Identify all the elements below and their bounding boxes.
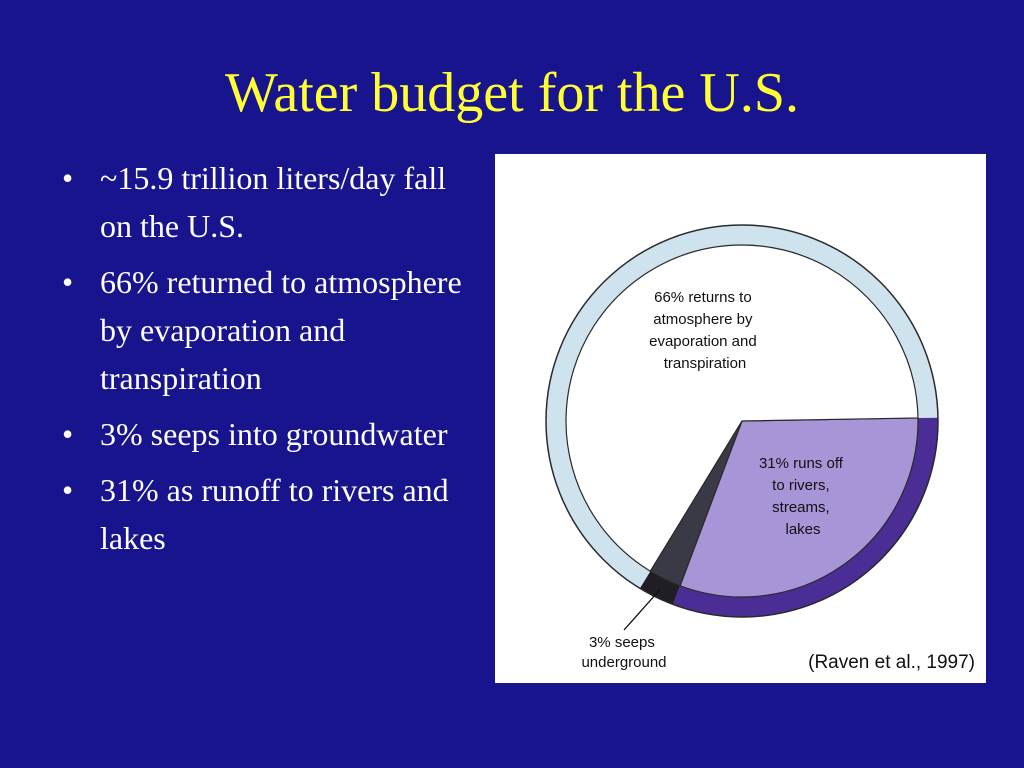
bullet-text: 3% seeps into groundwater [100,416,448,452]
pie-chart-panel: 66% returns to atmosphere by evaporation… [495,154,986,683]
bullet-list: • ~15.9 trillion liters/day fall on the U… [62,154,482,570]
bullet-text: 31% as runoff to rivers and lakes [100,472,449,556]
bullet-icon: • [62,264,74,300]
slice-seeps-rim [639,571,681,605]
pie-rims [545,224,939,618]
pie-outline [545,224,939,618]
bullet-text: 66% returned to atmosphere by evaporatio… [100,264,462,396]
slice-evaporation [565,244,919,573]
label-runoff: 31% runs off to rivers, streams, lakes [759,455,847,538]
label-evaporation-line: transpiration [664,355,747,372]
slice-runoff [679,417,919,598]
label-runoff-line: streams, [772,499,830,516]
bullet-item: • 3% seeps into groundwater [62,410,482,458]
slide-title: Water budget for the U.S. [225,62,799,124]
label-runoff-line: to rivers, [772,477,830,494]
label-evaporation-line: 66% returns to [654,289,752,306]
label-runoff-line: lakes [785,521,820,538]
label-evaporation: 66% returns to atmosphere by evaporation… [649,289,761,372]
seeps-leader-line [623,589,661,631]
bullet-icon: • [62,416,74,452]
pie-chart: 66% returns to atmosphere by evaporation… [545,224,975,673]
label-evaporation-line: evaporation and [649,333,757,350]
label-evaporation-line: atmosphere by [653,311,753,328]
label-seeps-line: 3% seeps [589,634,655,651]
bullet-item: • ~15.9 trillion liters/day fall on the U… [62,154,482,250]
label-seeps: 3% seeps underground [581,634,666,671]
bullet-text: ~15.9 trillion liters/day fall on the U.… [100,160,447,244]
bullet-item: • 31% as runoff to rivers and lakes [62,466,482,562]
bullet-icon: • [62,160,74,196]
bullet-icon: • [62,472,74,508]
label-runoff-line: 31% runs off [759,455,844,472]
bullet-item: • 66% returned to atmosphere by evaporati… [62,258,482,402]
pie-slices [565,244,919,598]
citation: (Raven et al., 1997) [808,652,975,673]
label-seeps-line: underground [581,654,666,671]
